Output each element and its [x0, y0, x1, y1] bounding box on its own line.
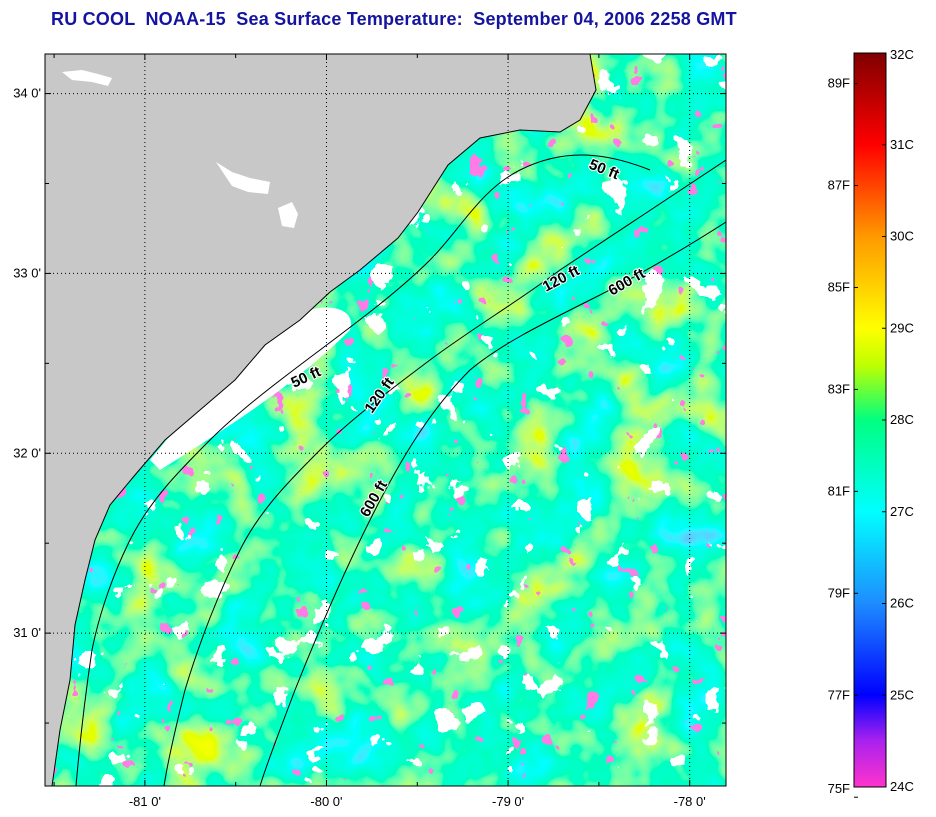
- colorbar-celsius-label: 31C: [890, 137, 914, 152]
- map-title: RU COOL NOAA-15 Sea Surface Temperature:…: [51, 9, 737, 29]
- inland-water-body: [62, 70, 112, 86]
- colorbar-gradient: [853, 52, 887, 788]
- colorbar-celsius-label: 26C: [890, 596, 914, 611]
- colorbar-celsius-label: 27C: [890, 504, 914, 519]
- lat-tick-label: 33 0': [13, 265, 41, 280]
- map-plot-area: 50 ft 120 ft 600 ft 50 ft 120 ft 600 ft: [45, 54, 726, 786]
- isobath-600ft: [259, 221, 726, 786]
- lat-tick-label: 32 0': [13, 445, 41, 460]
- colorbar-fahrenheit-label: 79F: [828, 585, 850, 600]
- colorbar-celsius-label: 24C: [890, 779, 914, 794]
- coastline: [51, 54, 597, 786]
- lon-tick-label: -80 0': [310, 794, 342, 809]
- graticule-gridlines: [45, 54, 726, 786]
- colorbar-fahrenheit-label: 81F: [828, 483, 850, 498]
- colorbar-celsius-label: 29C: [890, 320, 914, 335]
- temperature-colorbar: 32C 31C 30C 29C 28C 27C 26C 25C 24C 89F 87F 85F 83F…: [828, 47, 914, 798]
- colorbar-celsius-label: 25C: [890, 687, 914, 702]
- latitude-ticks: 34 0' 33 0' 32 0' 31 0': [13, 86, 726, 724]
- inland-water-body: [216, 162, 270, 194]
- lon-tick-label: -81 0': [129, 794, 161, 809]
- isobath-120ft: [163, 159, 726, 786]
- colorbar-fahrenheit-label: 75F: [828, 781, 850, 796]
- colorbar-fahrenheit-label: 83F: [828, 381, 850, 396]
- colorbar-fahrenheit-label: 85F: [828, 279, 850, 294]
- lat-tick-label: 34 0': [13, 86, 41, 101]
- longitude-ticks: -81 0' -80 0' -79 0' -78 0': [53, 54, 706, 809]
- inland-water-body: [278, 202, 298, 228]
- colorbar-fahrenheit-label: 77F: [828, 687, 850, 702]
- colorbar-celsius-label: 30C: [890, 229, 914, 244]
- map-frame: [44, 53, 727, 787]
- colorbar-fahrenheit-labels: 89F 87F 85F 83F 81F 79F 77F 75F: [828, 76, 858, 798]
- lat-tick-label: 31 0': [13, 625, 41, 640]
- colorbar-fahrenheit-label: 87F: [828, 178, 850, 193]
- lon-tick-label: -78 0': [674, 794, 706, 809]
- colorbar-celsius-label: 28C: [890, 412, 914, 427]
- colorbar-celsius-label: 32C: [890, 47, 914, 62]
- land-mass: [45, 54, 596, 786]
- isobath-50ft: [75, 154, 651, 786]
- inner-shelf-cloud-band: [150, 307, 352, 470]
- colorbar-fahrenheit-label: 89F: [828, 76, 850, 91]
- colorbar-celsius-labels: 32C 31C 30C 29C 28C 27C 26C 25C 24C: [882, 47, 914, 794]
- lon-tick-label: -79 0': [492, 794, 524, 809]
